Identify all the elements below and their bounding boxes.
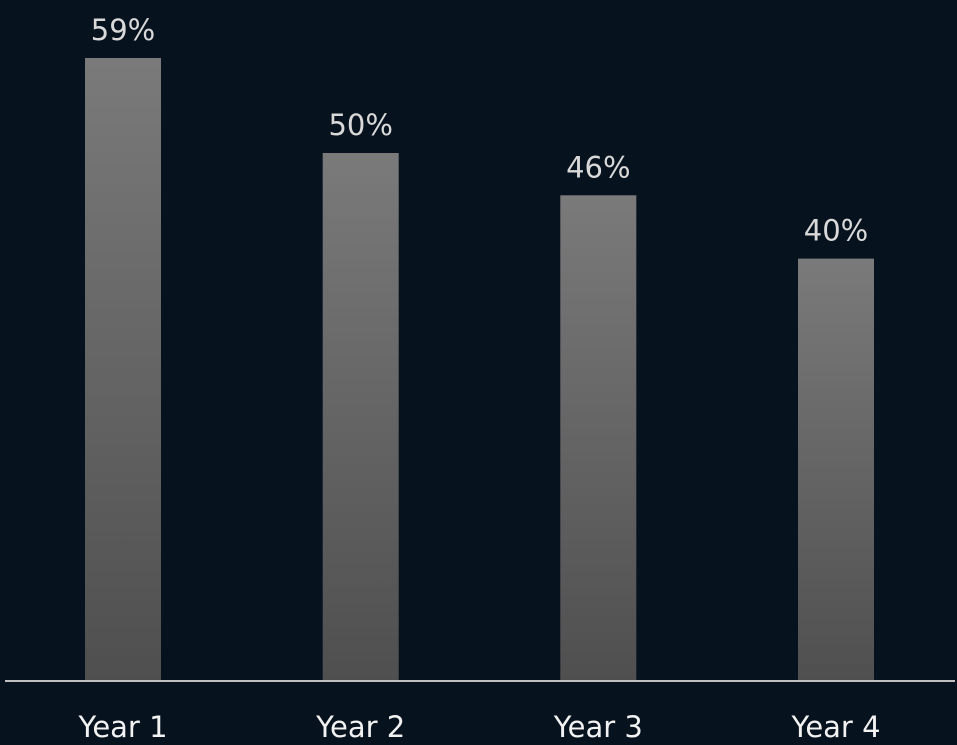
value-label-4: 40% xyxy=(804,214,868,248)
x-tick-label-1: Year 1 xyxy=(77,710,167,744)
x-tick-label-3: Year 3 xyxy=(553,710,643,744)
bars-group xyxy=(85,58,874,682)
x-tick-label-2: Year 2 xyxy=(315,710,405,744)
x-tick-label-4: Year 4 xyxy=(790,710,880,744)
bar-1 xyxy=(85,58,161,681)
x-tick-labels-group: Year 1 Year 2 Year 3 Year 4 xyxy=(77,710,880,744)
value-label-3: 46% xyxy=(566,150,630,184)
value-labels-group: 59% 50% 46% 40% xyxy=(91,13,868,248)
value-label-2: 50% xyxy=(328,108,392,142)
value-label-1: 59% xyxy=(91,13,155,47)
bar-4 xyxy=(798,258,874,681)
bar-3 xyxy=(560,195,637,682)
bar-2 xyxy=(322,153,399,681)
